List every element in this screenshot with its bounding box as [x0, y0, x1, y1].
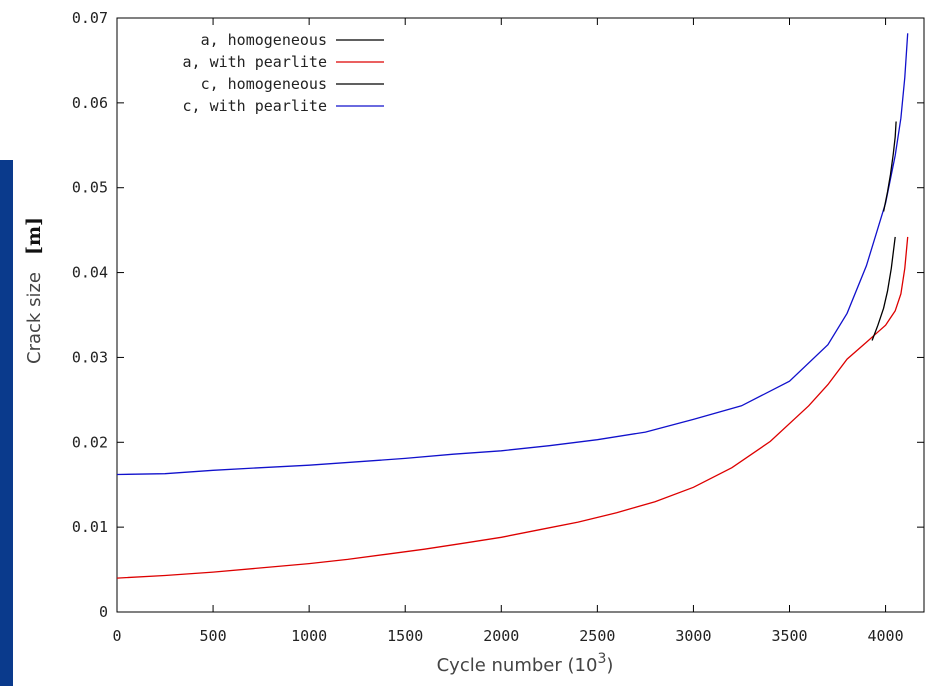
x-tick-label: 4000 [868, 627, 904, 645]
x-tick-label: 0 [112, 627, 121, 645]
x-axis-label: Cycle number (103) [437, 651, 614, 676]
series-line-a-homogeneous [871, 236, 896, 341]
y-tick-label: 0.06 [72, 94, 108, 112]
x-axis-label-exponent: 3 [597, 651, 606, 667]
x-tick-label: 3000 [675, 627, 711, 645]
y-tick-label: 0.02 [72, 433, 108, 451]
x-tick-label: 500 [200, 627, 227, 645]
y-tick-label: 0.05 [72, 179, 108, 197]
series-lines [116, 33, 909, 579]
y-tick-label: 0.07 [72, 9, 108, 27]
x-axis-label-close: ) [606, 655, 613, 676]
y-tick-label: 0.04 [72, 264, 108, 282]
legend: a, homogeneous a, with pearlite c, homogen… [183, 31, 384, 115]
legend-label: c, homogeneous [201, 75, 327, 93]
legend-label: a, with pearlite [183, 53, 328, 71]
series-line-c-homogeneous [882, 121, 897, 212]
x-tick-label: 2500 [579, 627, 615, 645]
series-line-a-with-pearlite [116, 236, 909, 579]
y-tick-label: 0.03 [72, 348, 108, 366]
y-axis-label: Crack size [24, 272, 45, 364]
y-tick-label: 0 [99, 603, 108, 621]
x-axis-ticks: 0 500 1000 1500 2000 2500 3000 3500 4000 [112, 18, 904, 645]
x-tick-label: 1500 [387, 627, 423, 645]
x-tick-label: 1000 [291, 627, 327, 645]
x-tick-label: 3500 [771, 627, 807, 645]
y-axis-unit: [m] [23, 217, 45, 255]
y-tick-label: 0.01 [72, 518, 108, 536]
left-accent-band [0, 160, 13, 686]
x-axis-label-main: Cycle number (10 [437, 655, 598, 676]
plot-frame [116, 17, 925, 613]
legend-label: a, homogeneous [201, 31, 327, 49]
legend-label: c, with pearlite [183, 97, 328, 115]
y-axis-ticks: 0 0.01 0.02 0.03 0.04 0.05 0.06 0.07 [72, 9, 924, 621]
x-tick-label: 2000 [483, 627, 519, 645]
